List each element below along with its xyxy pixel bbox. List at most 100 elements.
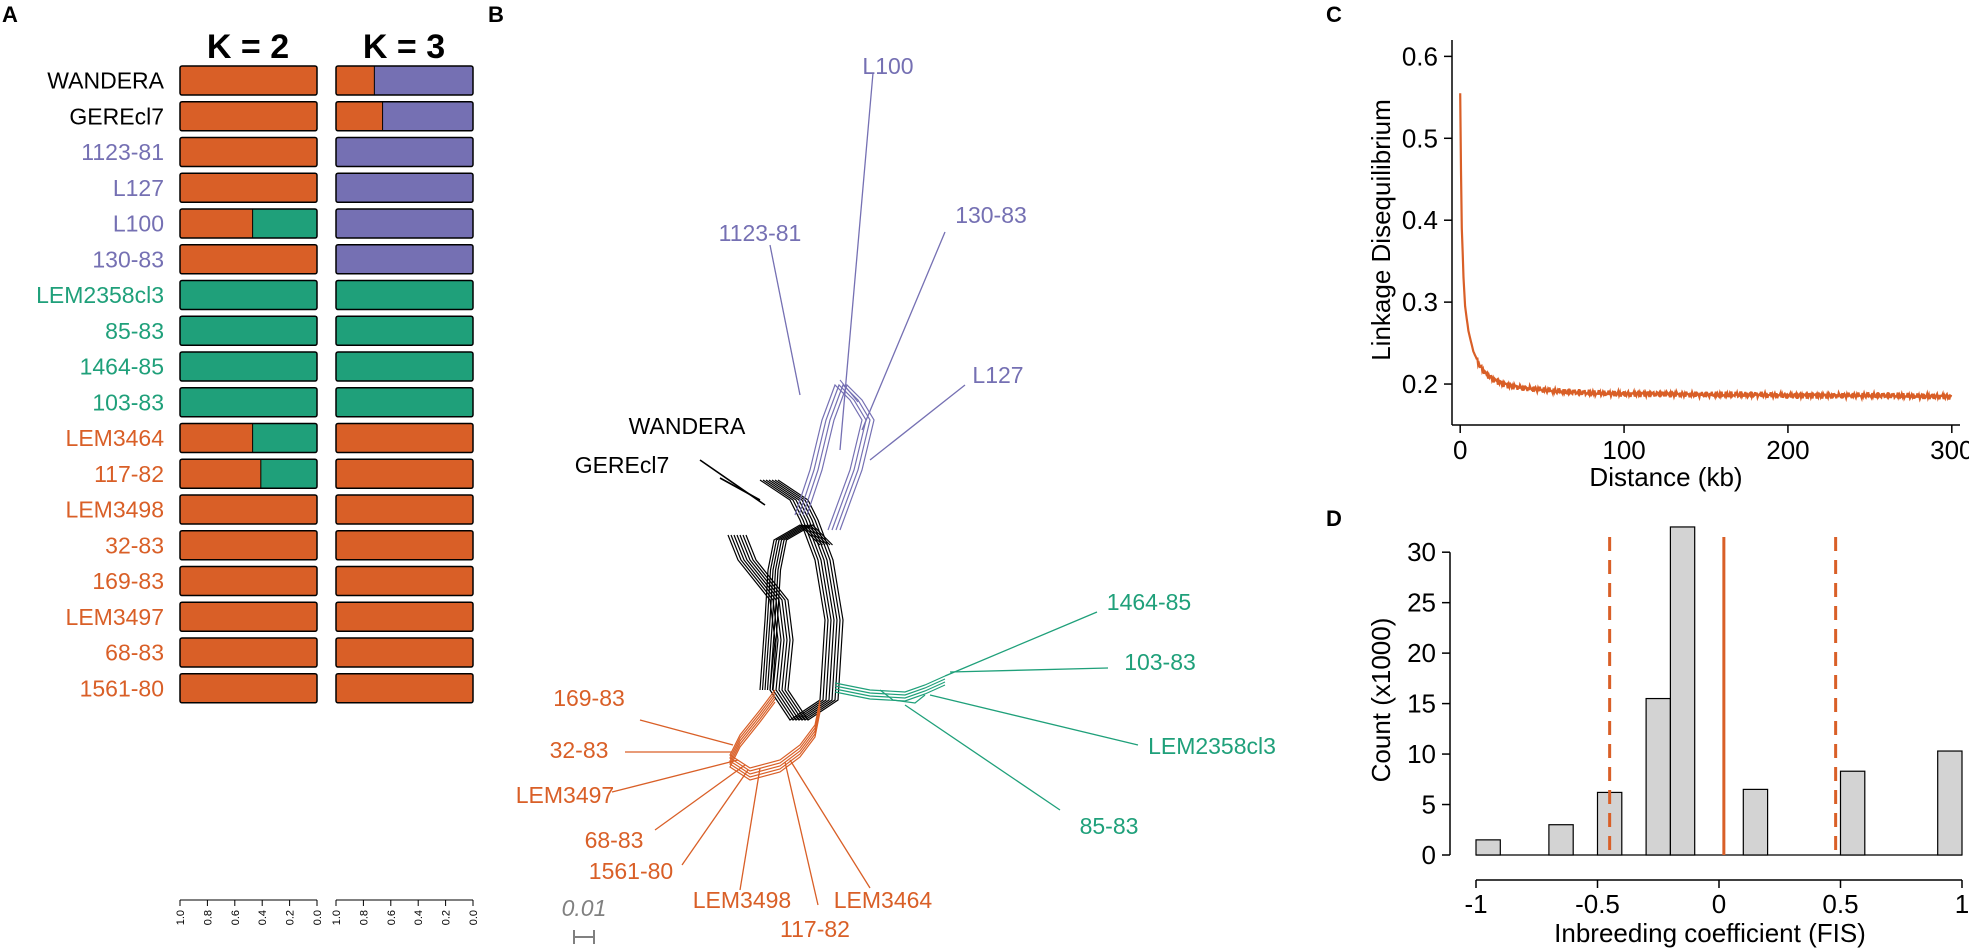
fis-bin (1669, 526, 1696, 856)
network-edge (766, 524, 828, 691)
ld-y-tick-label: 0.3 (1402, 287, 1438, 317)
ld-y-axis-label: Linkage Disequilibrium (1366, 99, 1396, 361)
tip-label: 169-83 (553, 685, 625, 711)
k2-bar-outline (179, 387, 318, 418)
sample-label: 32-83 (105, 532, 164, 558)
tip-label: L100 (862, 53, 913, 79)
k3-bar-outline (335, 279, 474, 311)
fis-x-tick-label: 1 (1955, 889, 1969, 919)
k2-segment-green (252, 209, 317, 238)
k2-segment-orange (180, 673, 317, 703)
fis-bin (1645, 697, 1671, 856)
sample-label: 169-83 (92, 568, 164, 594)
k2-bar-outline (179, 637, 318, 668)
network-edge (929, 694, 1139, 746)
network-edge (729, 695, 821, 775)
k3-bar-outline (335, 601, 474, 632)
tip-label: GEREcl7 (575, 452, 670, 478)
k2-bar-outline (179, 565, 318, 597)
sample-label: 1561-80 (80, 675, 164, 701)
ld-x-tick-label: 200 (1766, 435, 1809, 465)
k2-bar-outline (179, 351, 318, 382)
k2-segment-orange (180, 602, 317, 632)
network-edge (794, 383, 863, 531)
k3-segment-purple (336, 209, 473, 238)
k2-segment-green (180, 352, 317, 381)
network-edge (771, 524, 833, 691)
network-edge (904, 704, 1061, 811)
k3-segment-orange (336, 459, 473, 489)
k2-segment-orange (180, 101, 317, 131)
k2-bar-outline (179, 458, 318, 489)
network-edge (784, 761, 819, 906)
network-edge (764, 524, 826, 691)
panel-label-d: D (1326, 506, 1342, 531)
fis-y-tick-label: 15 (1407, 689, 1436, 719)
admixture-tick-label: 0.8 (358, 910, 370, 925)
k3-segment-orange (336, 602, 473, 632)
network-edge (729, 692, 821, 772)
fis-y-tick-label: 20 (1407, 638, 1436, 668)
ld-x-tick-label: 0 (1453, 435, 1467, 465)
fis-y-tick-label: 0 (1422, 840, 1436, 870)
admixture-tick-label: 0.8 (202, 910, 214, 925)
k2-segment-orange (180, 209, 253, 238)
network-edge (834, 681, 946, 699)
admixture-tick-label: 1.0 (175, 910, 187, 925)
network-edge (834, 675, 946, 693)
k3-header: K = 3 (363, 28, 445, 66)
ld-y-tick-label: 0.5 (1402, 123, 1438, 153)
k2-bar-outline (179, 208, 318, 239)
sample-label: LEM3497 (66, 604, 164, 630)
ld-decay-line (1459, 93, 1953, 403)
k3-segment-orange (336, 66, 375, 95)
sample-label: 1123-81 (81, 139, 164, 165)
network-edge (839, 379, 859, 403)
fis-y-tick-label: 25 (1407, 588, 1436, 618)
ld-y-tick-label: 0.6 (1402, 41, 1438, 71)
k2-bar-outline (179, 65, 318, 96)
network-edge (806, 383, 875, 531)
k2-segment-orange (180, 566, 317, 596)
network-edge (944, 611, 1098, 677)
admixture-tick-label: 0.4 (413, 910, 425, 925)
k2-segment-orange (180, 173, 317, 203)
network-edge (654, 764, 746, 831)
k3-segment-orange (336, 423, 473, 453)
k2-bar-outline (179, 101, 318, 132)
k3-bar-outline (335, 530, 474, 561)
k2-bar-outline (179, 494, 318, 525)
k2-header: K = 2 (207, 28, 289, 66)
network-edge (834, 678, 946, 696)
k3-bar-outline (335, 244, 474, 275)
k3-bar-outline (335, 387, 474, 418)
fis-y-tick-label: 10 (1407, 739, 1436, 769)
k3-bar-outline (335, 637, 474, 668)
k3-segment-purple (336, 137, 473, 167)
tip-label: 117-82 (780, 916, 850, 942)
k3-segment-green (336, 352, 473, 381)
k2-segment-orange (180, 638, 317, 667)
k2-segment-green (252, 423, 317, 453)
tip-label: LEM3498 (693, 887, 791, 913)
k3-segment-purple (382, 101, 473, 131)
admixture-tick-label: 0.0 (312, 910, 324, 925)
fis-bin (1742, 788, 1769, 856)
k2-bar-outline (179, 136, 318, 168)
k3-bar-outline (335, 565, 474, 597)
sample-label: 1464-85 (80, 354, 164, 380)
tip-label: 1123-81 (719, 220, 802, 246)
fis-bin (1548, 824, 1574, 856)
tip-label: LEM3497 (516, 782, 614, 808)
k2-segment-green (180, 316, 317, 346)
network-edge (879, 689, 926, 704)
k2-segment-orange (180, 66, 317, 95)
k3-segment-purple (374, 66, 473, 95)
sample-label: WANDERA (47, 68, 164, 94)
k2-bar-outline (179, 422, 318, 454)
ld-x-axis-label: Distance (kb) (1589, 462, 1742, 492)
k3-segment-orange (336, 495, 473, 524)
network-edge (834, 684, 946, 702)
admixture-panel: K = 2 K = 3 WANDERA GEREcl7 1123-81 L127 L100 1… (36, 28, 480, 925)
